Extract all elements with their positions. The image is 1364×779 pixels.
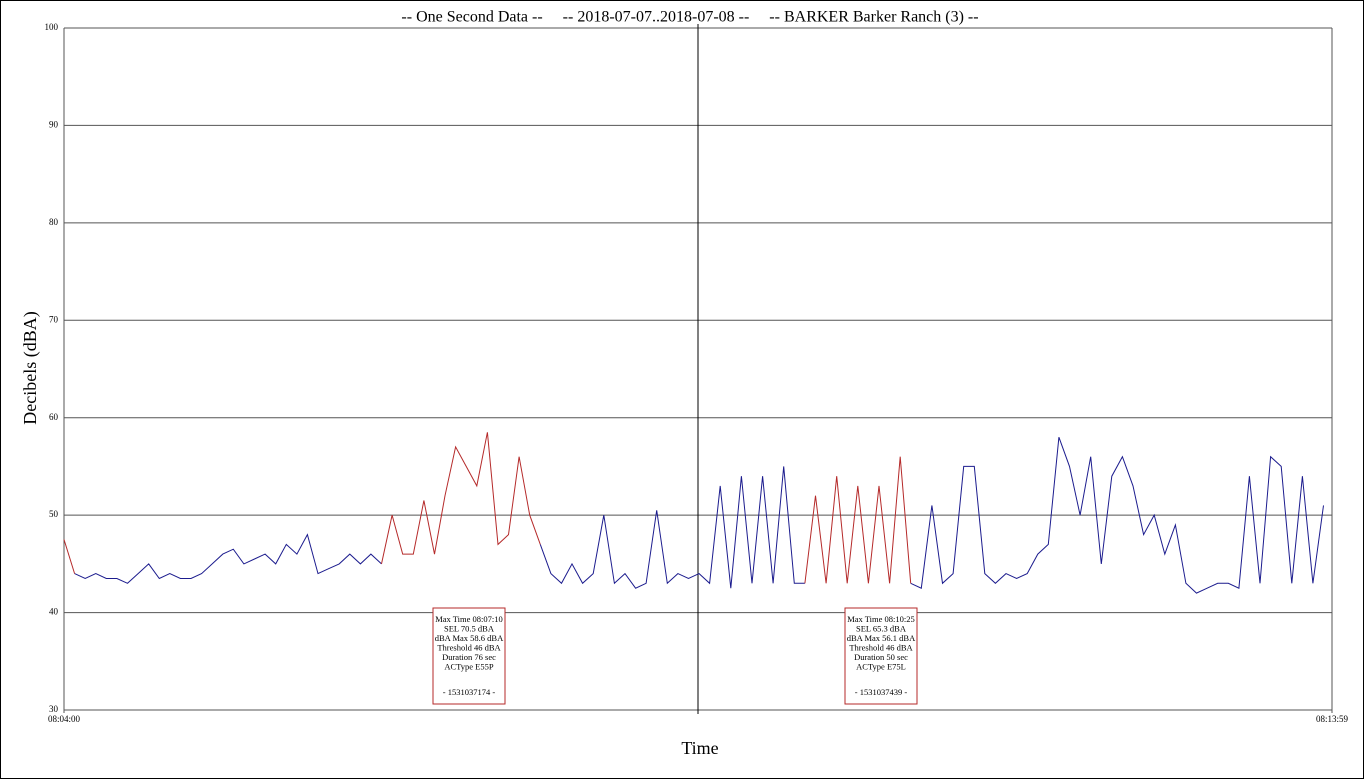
chart-title: -- One Second Data -- -- 2018-07-07..201… — [401, 9, 978, 26]
annotation-line: Max Time 08:07:10 — [435, 614, 503, 624]
y-tick-label: 30 — [49, 704, 59, 714]
annotation-box — [432, 607, 506, 705]
annotation-line: dBA Max 56.1 dBA — [847, 633, 916, 643]
y-tick-label: 90 — [49, 119, 59, 129]
y-tick-label: 100 — [45, 22, 59, 32]
y-tick-label: 40 — [49, 607, 59, 617]
data-line — [74, 437, 1324, 594]
annotation-line: SEL 70.5 dBA — [444, 623, 495, 633]
y-tick-label: 60 — [49, 412, 59, 422]
x-tick-label: 08:04:00 — [48, 714, 81, 724]
annotation-line: Threshold 46 dBA — [437, 642, 501, 652]
x-tick-label: 08:13:59 — [1316, 714, 1349, 724]
annotation-box — [844, 607, 918, 705]
annotation-line: dBA Max 58.6 dBA — [435, 633, 504, 643]
y-tick-label: 70 — [49, 314, 59, 324]
annotation-line: Threshold 46 dBA — [849, 642, 913, 652]
y-tick-label: 80 — [49, 217, 59, 227]
y-axis-label: Decibels (dBA) — [20, 311, 41, 424]
annotation-id: - 1531037439 - — [855, 687, 908, 697]
annotation-id: - 1531037174 - — [443, 687, 496, 697]
annotation-line: SEL 65.3 dBA — [856, 623, 907, 633]
x-axis-label: Time — [681, 738, 718, 758]
annotation-line: ACType E55P — [444, 661, 493, 671]
annotation-line: Duration 76 sec — [442, 652, 496, 662]
annotation-line: ACType E75L — [856, 661, 906, 671]
annotation-line: Duration 50 sec — [854, 652, 908, 662]
data-line — [63, 432, 912, 584]
y-tick-label: 50 — [49, 509, 59, 519]
annotation-line: Max Time 08:10:25 — [847, 614, 915, 624]
